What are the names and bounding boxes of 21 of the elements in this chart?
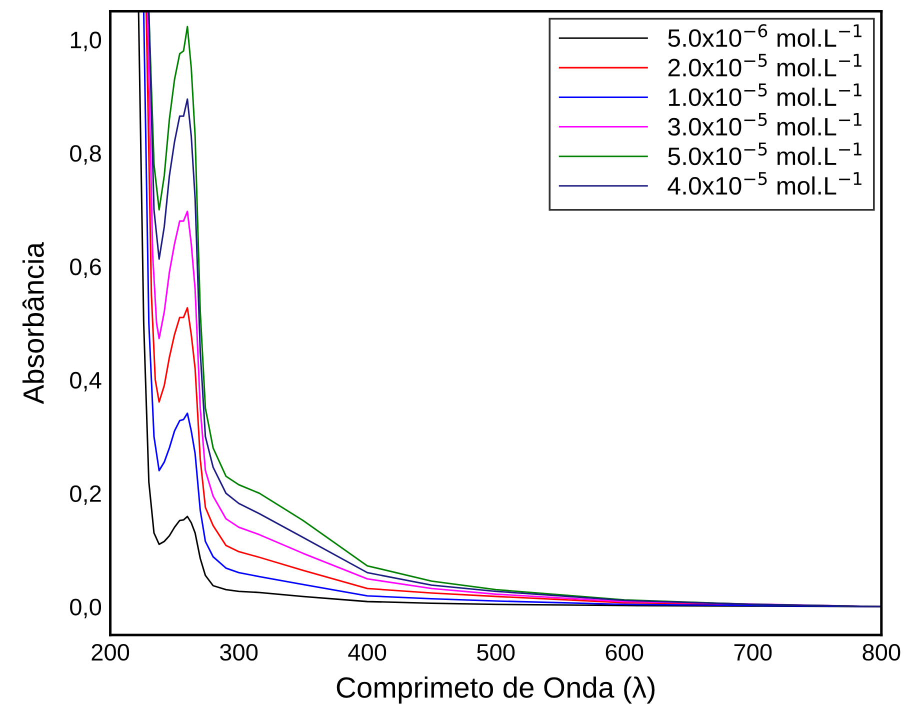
legend-label: 5.0x10$^{−5}$ mol.L$^{−1}$ — [668, 142, 862, 166]
legend-label: 3.0x10$^{−5}$ mol.L$^{−1}$ — [668, 113, 862, 136]
x-tick-label: 700 — [734, 644, 772, 661]
x-tick-label: 400 — [348, 644, 386, 661]
x-tick-label: 200 — [92, 644, 130, 661]
legend-label: 4.0x10$^{−5}$ mol.L$^{−1}$ — [668, 172, 862, 195]
y-axis-title: Absorbância — [22, 242, 44, 404]
x-axis-title: Comprimeto de Onda (λ) — [336, 676, 655, 704]
legend-label: 2.0x10$^{−5}$ mol.L$^{−1}$ — [668, 54, 862, 77]
y-tick-label: 0,4 — [70, 372, 102, 392]
x-tick-label: 300 — [220, 644, 258, 661]
y-tick-label: 0,8 — [70, 145, 101, 165]
x-tick-label: 800 — [862, 644, 900, 661]
y-tick-label: 0,0 — [70, 598, 102, 618]
y-tick-label: 0,6 — [70, 258, 101, 278]
x-tick-label: 500 — [477, 644, 515, 661]
legend-label: 5.0x10$^{−6}$ mol.L$^{−1}$ — [668, 24, 862, 47]
y-tick-label: 1,0 — [70, 32, 102, 52]
y-tick-label: 0,2 — [70, 485, 101, 505]
x-tick-label: 600 — [606, 644, 644, 661]
legend-label: 1.0x10$^{−5}$ mol.L$^{−1}$ — [669, 83, 862, 106]
